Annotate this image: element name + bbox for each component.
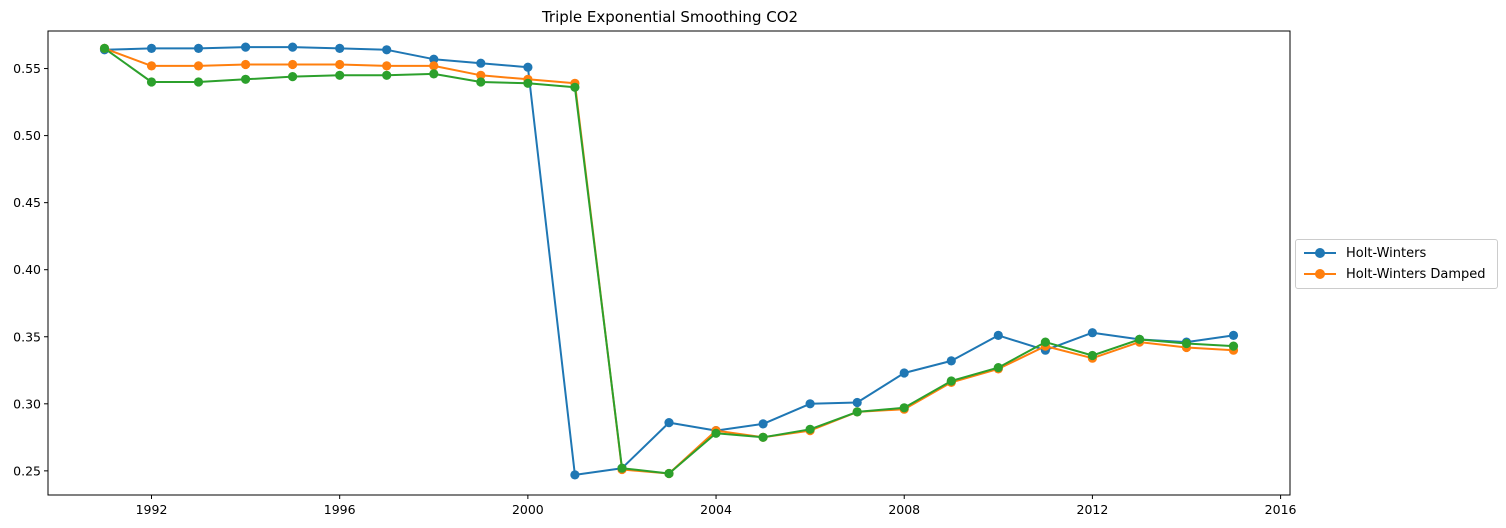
- y-tick-label: 0.35: [13, 329, 41, 344]
- data-point: [429, 69, 439, 79]
- x-tick-label: 1996: [324, 502, 356, 517]
- data-point: [241, 42, 251, 52]
- data-point: [1134, 334, 1145, 344]
- x-tick-label: 1992: [136, 502, 168, 517]
- data-point: [476, 77, 486, 87]
- x-tick-label: 2012: [1077, 502, 1109, 517]
- data-point: [946, 356, 956, 366]
- data-point: [288, 59, 298, 70]
- data-point: [946, 376, 956, 386]
- data-point: [758, 432, 768, 442]
- data-point: [146, 61, 157, 71]
- data-point: [852, 397, 862, 408]
- data-point: [1087, 350, 1097, 361]
- chart-title: Triple Exponential Smoothing CO2: [541, 8, 798, 26]
- legend-item-holt-winters: Holt-Winters: [1296, 243, 1426, 263]
- data-point: [241, 59, 251, 70]
- legend-swatch-holt-winters-damped: [1300, 264, 1340, 284]
- data-point: [429, 61, 439, 71]
- series-layer: [99, 42, 1239, 480]
- data-point: [193, 61, 204, 71]
- y-axis: 0.25 0.30 0.35 0.40 0.45 0.50 0.55: [13, 61, 48, 478]
- data-point: [1181, 338, 1192, 349]
- data-point: [288, 72, 298, 82]
- series-line: [103, 47, 1234, 475]
- data-point: [335, 43, 345, 54]
- data-point: [193, 43, 204, 54]
- data-point: [476, 70, 486, 80]
- data-point: [993, 330, 1003, 340]
- data-point: [993, 363, 1003, 373]
- x-tick-label: 2016: [1265, 502, 1297, 517]
- data-point: [193, 77, 204, 87]
- y-tick-label: 0.40: [13, 262, 41, 277]
- data-point: [711, 428, 721, 438]
- series-line: [104, 47, 1234, 475]
- series-3: [99, 43, 1239, 479]
- data-point: [805, 399, 815, 409]
- data-point: [382, 45, 392, 55]
- x-tick-label: 2004: [700, 502, 732, 517]
- data-point: [805, 424, 815, 434]
- data-point: [382, 70, 392, 80]
- data-point: [570, 470, 580, 480]
- data-point: [1040, 337, 1050, 347]
- data-point: [146, 77, 157, 87]
- y-tick-label: 0.25: [13, 463, 41, 478]
- y-tick-label: 0.50: [13, 128, 41, 143]
- data-point: [1087, 328, 1097, 338]
- data-point: [899, 368, 909, 378]
- x-axis: 1992 1996 2000 2004 2008 2012 2016: [136, 495, 1297, 517]
- legend-item-holt-winters-damped: Holt-Winters Damped: [1296, 264, 1486, 284]
- series-line: [104, 46, 1234, 476]
- data-point: [241, 74, 251, 84]
- data-point: [1228, 330, 1239, 340]
- legend: Holt-Winters Holt-Winters Damped: [1295, 239, 1498, 289]
- data-point: [852, 407, 862, 417]
- data-point: [335, 59, 345, 70]
- data-point: [570, 82, 580, 92]
- y-tick-label: 0.55: [13, 61, 41, 76]
- data-point: [288, 42, 298, 52]
- x-tick-label: 2000: [512, 502, 544, 517]
- series-1: [99, 42, 1239, 480]
- data-point: [146, 43, 157, 54]
- data-point: [523, 78, 533, 88]
- data-point: [664, 418, 674, 428]
- y-tick-label: 0.45: [13, 195, 41, 210]
- series-2: [99, 43, 1239, 479]
- data-point: [617, 463, 627, 473]
- data-point: [1228, 341, 1239, 351]
- data-point: [99, 43, 110, 54]
- legend-label-holt-winters-damped: Holt-Winters Damped: [1346, 266, 1486, 282]
- data-point: [523, 62, 533, 72]
- plot-area: [47, 30, 1291, 496]
- data-point: [899, 403, 909, 413]
- legend-label-holt-winters: Holt-Winters: [1346, 245, 1427, 261]
- data-point: [664, 468, 674, 479]
- data-point: [335, 70, 345, 80]
- x-tick-label: 2008: [888, 502, 920, 517]
- data-point: [758, 419, 768, 429]
- data-point: [476, 58, 486, 68]
- legend-swatch-holt-winters: [1300, 243, 1340, 263]
- data-point: [382, 61, 392, 71]
- data-point: [429, 54, 439, 64]
- y-tick-label: 0.30: [13, 396, 41, 411]
